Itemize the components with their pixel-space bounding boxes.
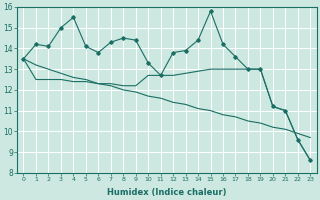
X-axis label: Humidex (Indice chaleur): Humidex (Indice chaleur)	[107, 188, 227, 197]
